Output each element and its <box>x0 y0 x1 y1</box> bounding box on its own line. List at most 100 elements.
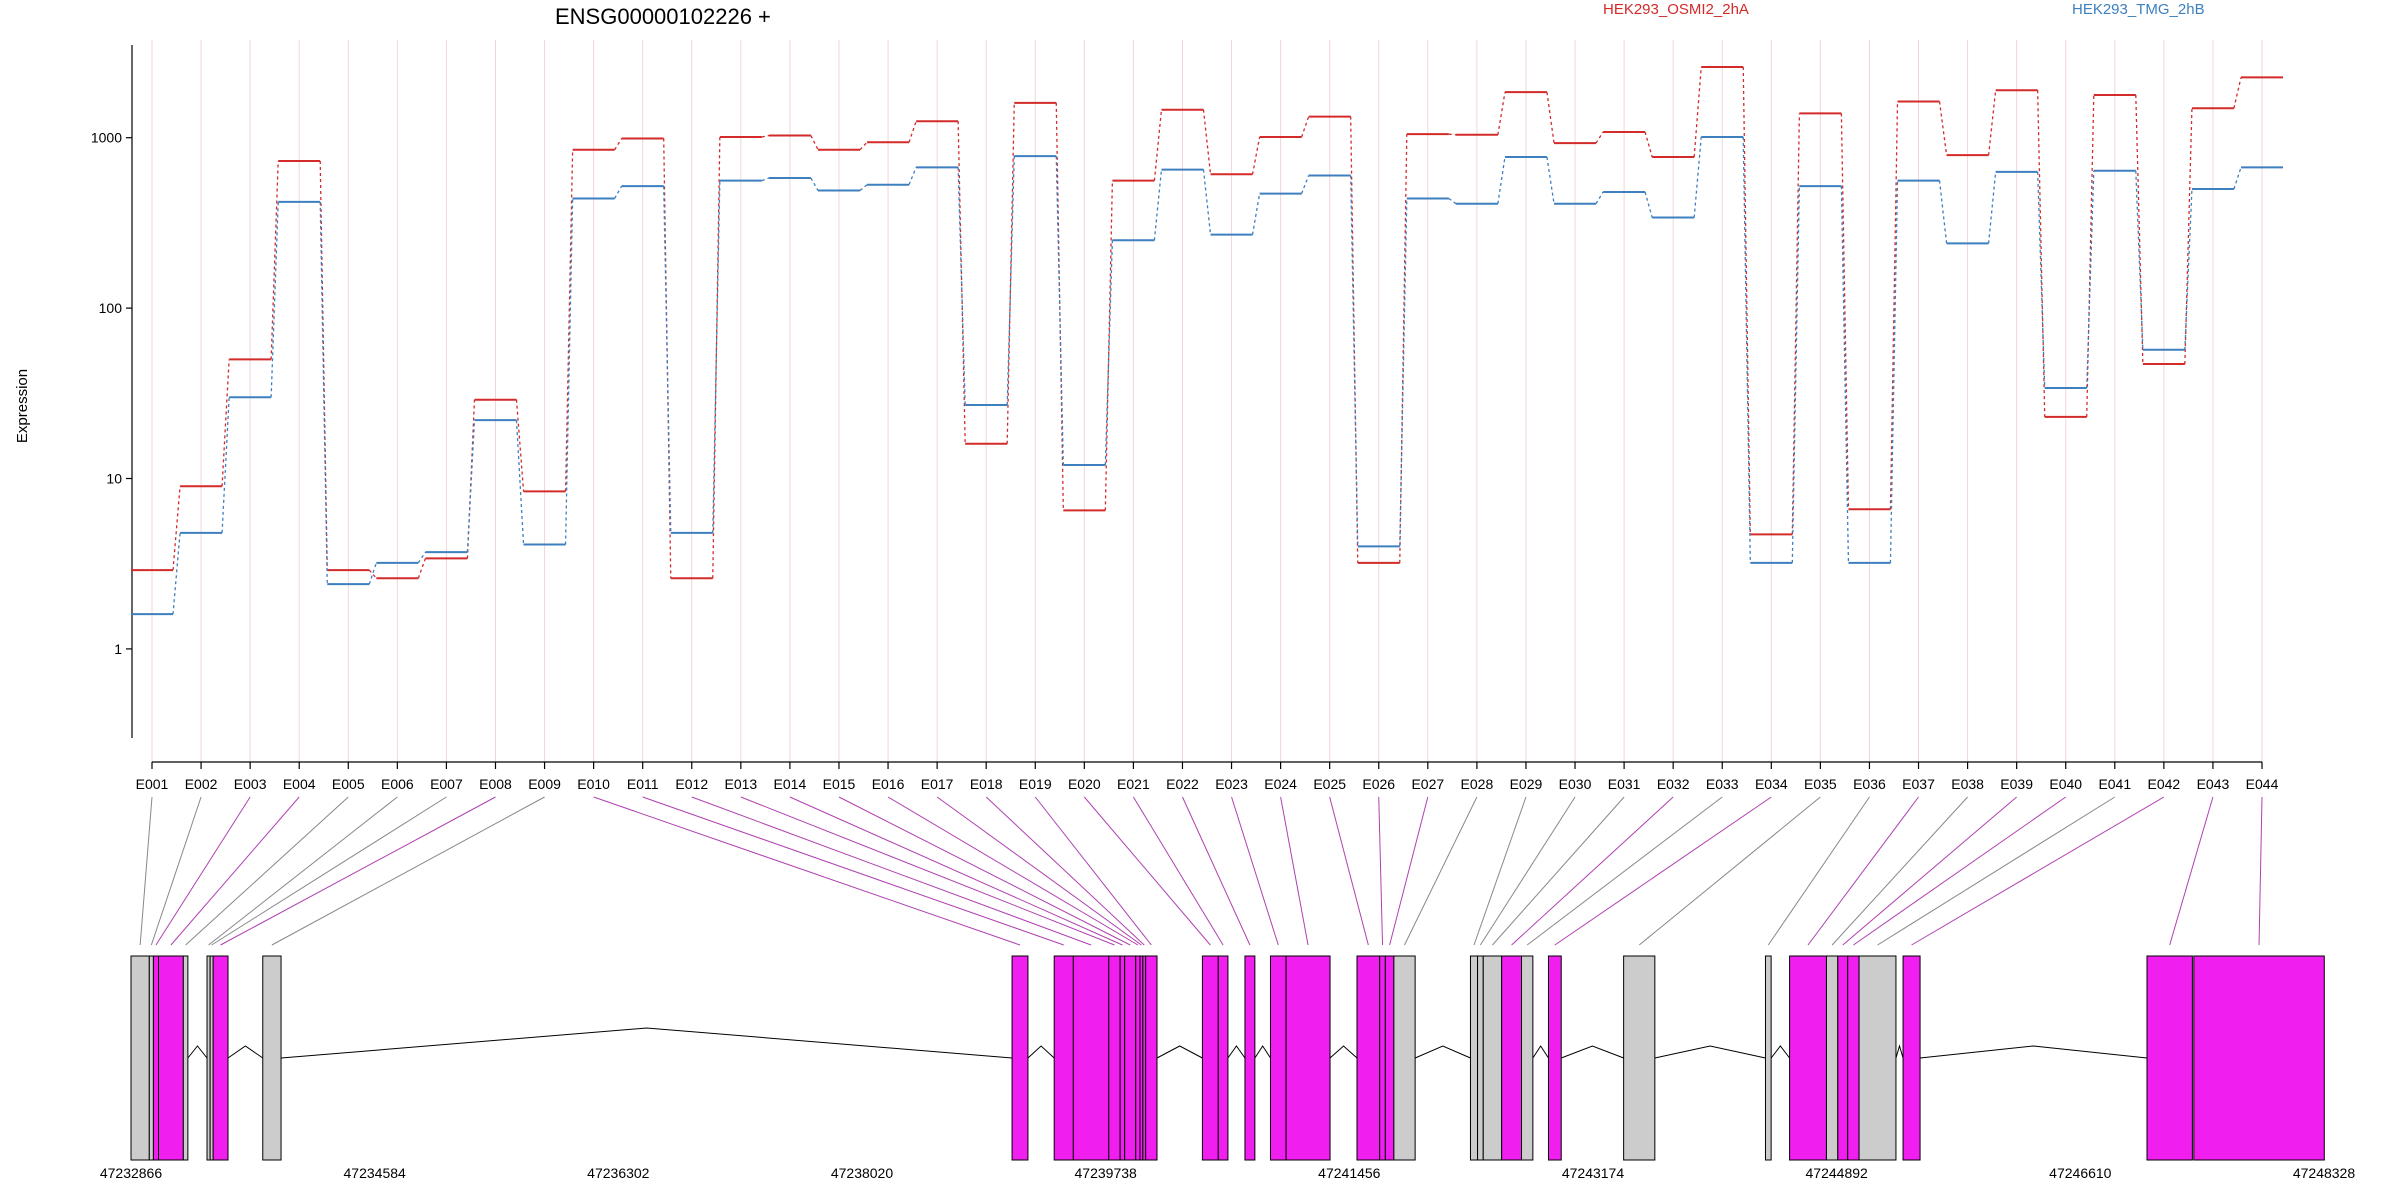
data-connector <box>1546 92 1555 144</box>
data-connector <box>1644 191 1653 218</box>
exon-connector <box>1511 796 1674 946</box>
exon-label: E037 <box>1902 776 1935 792</box>
data-connector <box>1202 109 1212 175</box>
exon-connector <box>1911 796 2165 946</box>
data-connector <box>1350 175 1359 547</box>
exon-connector <box>838 796 1131 946</box>
intron <box>227 1045 264 1059</box>
exon-box <box>1108 955 1121 1161</box>
coordinate-label: 47238020 <box>831 1165 894 1181</box>
exon-connector <box>1182 796 1251 946</box>
exon-connector <box>1767 796 1870 946</box>
exon-connector <box>220 796 496 946</box>
exon-label: E039 <box>2000 776 2033 792</box>
coordinate-label: 47239738 <box>1075 1165 1138 1181</box>
exon-label: E044 <box>2246 776 2279 792</box>
coordinate-label: 47236302 <box>587 1165 650 1181</box>
exon-box <box>1011 955 1029 1161</box>
y-tick-label: 100 <box>99 300 123 316</box>
exon-box <box>1482 955 1503 1161</box>
exon-label: E013 <box>724 776 757 792</box>
data-connector <box>515 420 525 545</box>
exon-connector <box>1479 796 1576 946</box>
exon-box <box>182 955 189 1161</box>
exon-connector <box>208 796 398 946</box>
data-connector <box>368 562 377 585</box>
data-connector <box>2135 170 2144 350</box>
data-connector <box>908 120 917 143</box>
series-tmg <box>131 135 2284 616</box>
intron <box>1254 1045 1271 1059</box>
exon-connector <box>1554 796 1772 946</box>
exon-connector <box>985 796 1145 946</box>
data-connector <box>1889 180 1899 563</box>
gene-model <box>130 955 2325 1161</box>
intron <box>1227 1045 1246 1059</box>
exon-label: E004 <box>283 776 316 792</box>
exon-connector <box>1231 796 1279 946</box>
exon-connector <box>1638 796 1821 946</box>
data-connector <box>319 201 328 585</box>
exon-box <box>1469 955 1479 1161</box>
exon-label: E011 <box>627 776 659 792</box>
data-connector <box>1251 193 1261 235</box>
data-connector <box>564 149 574 492</box>
exon-box <box>2193 955 2325 1161</box>
exon-label: E001 <box>136 776 169 792</box>
data-connector <box>1497 92 1506 135</box>
exon-label: E034 <box>1755 776 1788 792</box>
intron <box>1027 1045 1055 1059</box>
exon-label: E022 <box>1166 776 1199 792</box>
data-connector <box>1840 186 1850 563</box>
exon-box <box>212 955 229 1161</box>
data-connector <box>761 177 770 182</box>
exon-label: E026 <box>1362 776 1395 792</box>
exon-connector <box>150 796 202 946</box>
exon-box <box>1789 955 1827 1161</box>
intron <box>187 1045 208 1059</box>
data-connector <box>2086 170 2095 388</box>
exon-label: E040 <box>2049 776 2082 792</box>
exon-box <box>148 955 154 1161</box>
data-connector <box>1742 136 1751 563</box>
exon-label: E038 <box>1951 776 1984 792</box>
data-connector <box>466 420 476 553</box>
exon-label: E014 <box>774 776 807 792</box>
data-connector <box>614 138 623 151</box>
exon-label: E017 <box>921 776 954 792</box>
data-connector <box>1693 136 1702 218</box>
exon-box <box>1623 955 1656 1161</box>
y-tick-label: 10 <box>106 471 122 487</box>
exon-box <box>1269 955 1287 1161</box>
exon-label: E028 <box>1461 776 1494 792</box>
data-connector <box>1742 66 1751 535</box>
exon-connector <box>1083 796 1211 946</box>
exon-label: E032 <box>1657 776 1690 792</box>
exon-label: E007 <box>430 776 463 792</box>
exon-label: E008 <box>479 776 512 792</box>
data-connector <box>1448 133 1456 136</box>
data-connector <box>1055 156 1064 466</box>
exon-connector <box>2169 796 2214 946</box>
data-connector <box>1301 175 1310 194</box>
exon-connector <box>642 796 1064 946</box>
exon-box <box>1135 955 1141 1161</box>
series-osmi2 <box>131 65 2284 580</box>
exon-box <box>1477 955 1484 1161</box>
exon-label: E010 <box>577 776 610 792</box>
genomic-coordinate-labels: 47232866 47234584 47236302 47238020 47239738… <box>100 1165 2356 1181</box>
exon-box <box>1201 955 1219 1161</box>
exon-label: E024 <box>1264 776 1297 792</box>
chart-title: ENSG00000102226 + <box>555 4 771 29</box>
exon-box <box>1285 955 1331 1161</box>
exon-box <box>1356 955 1381 1161</box>
exon-connector <box>1404 796 1478 946</box>
exon-connector-lines <box>139 796 2263 946</box>
data-connector <box>2233 77 2242 109</box>
data-connector <box>1153 169 1163 241</box>
data-connector <box>2233 167 2242 190</box>
coordinate-label: 47234584 <box>344 1165 407 1181</box>
exon-connector <box>1378 796 1384 946</box>
exon-connector <box>1492 796 1625 946</box>
exon-connector <box>1526 796 1723 946</box>
